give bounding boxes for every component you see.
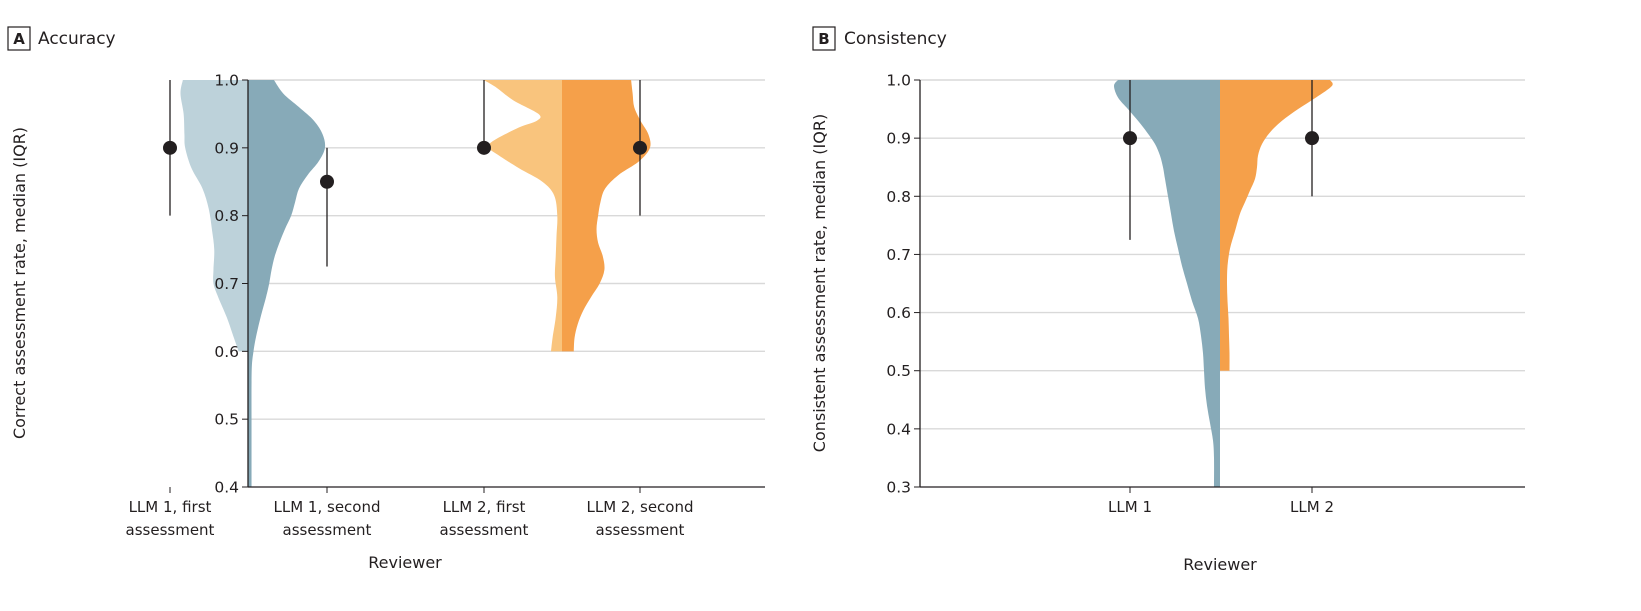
median-point (633, 140, 647, 155)
median-point (163, 140, 177, 155)
x-tick-label: LLM 1 (1108, 498, 1152, 516)
y-tick-label: 0.7 (886, 246, 911, 264)
panel-a-x-ticks: LLM 1, first assessment LLM 1, second asses… (126, 487, 694, 539)
y-tick-label: 0.9 (214, 139, 239, 157)
median-point (1305, 131, 1319, 146)
y-tick-label: 0.4 (214, 479, 239, 497)
panel-a-title: Accuracy (38, 29, 116, 49)
panel-a-y-ticks: 1.0 0.9 0.8 0.7 0.6 0.5 0.4 (214, 72, 248, 497)
panel-b-consistency: B Consistency 1.0 0.9 0.8 0.7 0.6 0.5 0.4 0.3 L… (810, 26, 1525, 574)
median-point (320, 174, 334, 189)
panel-b-y-axis-title: Consistent assessment rate, median (IQR) (810, 114, 829, 452)
x-tick-label-line2: assessment (283, 521, 372, 539)
violin-llm-1 (1114, 80, 1220, 487)
y-tick-label: 0.4 (886, 420, 911, 438)
y-tick-label: 0.8 (886, 188, 911, 206)
y-tick-label: 0.6 (214, 343, 239, 361)
median-point (477, 140, 491, 155)
panel-a-gridlines (248, 79, 765, 420)
panel-a-letter-box (7, 26, 31, 51)
panel-b-x-axis-title: Reviewer (1183, 555, 1257, 574)
violin-llm-1-first-assessment (180, 80, 248, 352)
x-tick-label: LLM 1, second (274, 498, 381, 516)
panel-b-title: Consistency (844, 29, 947, 49)
median-point (1123, 131, 1137, 146)
x-tick-label-line2: assessment (126, 521, 215, 539)
y-tick-label: 0.9 (886, 130, 911, 148)
x-tick-label: LLM 2, first (443, 498, 526, 516)
panel-b-letter-box (812, 26, 836, 51)
y-tick-label: 0.7 (214, 275, 239, 293)
panel-a-accuracy: A Accuracy 1.0 0.9 0.8 0.7 0.6 0.5 0.4 LLM 1, … (7, 26, 765, 572)
panel-b-violins (1114, 80, 1333, 487)
panel-a-violins (180, 80, 651, 487)
panel-a-medians (163, 80, 647, 267)
y-tick-label: 1.0 (214, 72, 239, 90)
y-tick-label: 0.5 (886, 362, 911, 380)
violin-llm-2 (1220, 80, 1333, 371)
y-tick-label: 1.0 (886, 72, 911, 90)
x-tick-label: LLM 2 (1290, 498, 1334, 516)
violin-llm-1-second-assessment (248, 80, 326, 487)
panel-a-x-axis-title: Reviewer (368, 553, 442, 572)
violin-llm-2-second-assessment (562, 80, 651, 352)
panel-b-letter: B (818, 30, 829, 48)
panel-b-medians (1123, 80, 1319, 240)
panel-a-letter: A (13, 30, 25, 48)
x-tick-label: LLM 1, first (129, 498, 212, 516)
panel-a-y-axis-title: Correct assessment rate, median (IQR) (10, 127, 29, 439)
panel-b-x-ticks: LLM 1 LLM 2 (1108, 487, 1334, 516)
panel-b-axes (919, 80, 1525, 488)
y-tick-label: 0.8 (214, 207, 239, 225)
x-tick-label-line2: assessment (596, 521, 685, 539)
violin-llm-2-first-assessment (483, 80, 562, 352)
x-tick-label-line2: assessment (440, 521, 529, 539)
y-tick-label: 0.3 (886, 479, 911, 497)
panel-b-y-ticks: 1.0 0.9 0.8 0.7 0.6 0.5 0.4 0.3 (886, 72, 920, 497)
y-tick-label: 0.5 (214, 411, 239, 429)
y-tick-label: 0.6 (886, 304, 911, 322)
x-tick-label: LLM 2, second (587, 498, 694, 516)
